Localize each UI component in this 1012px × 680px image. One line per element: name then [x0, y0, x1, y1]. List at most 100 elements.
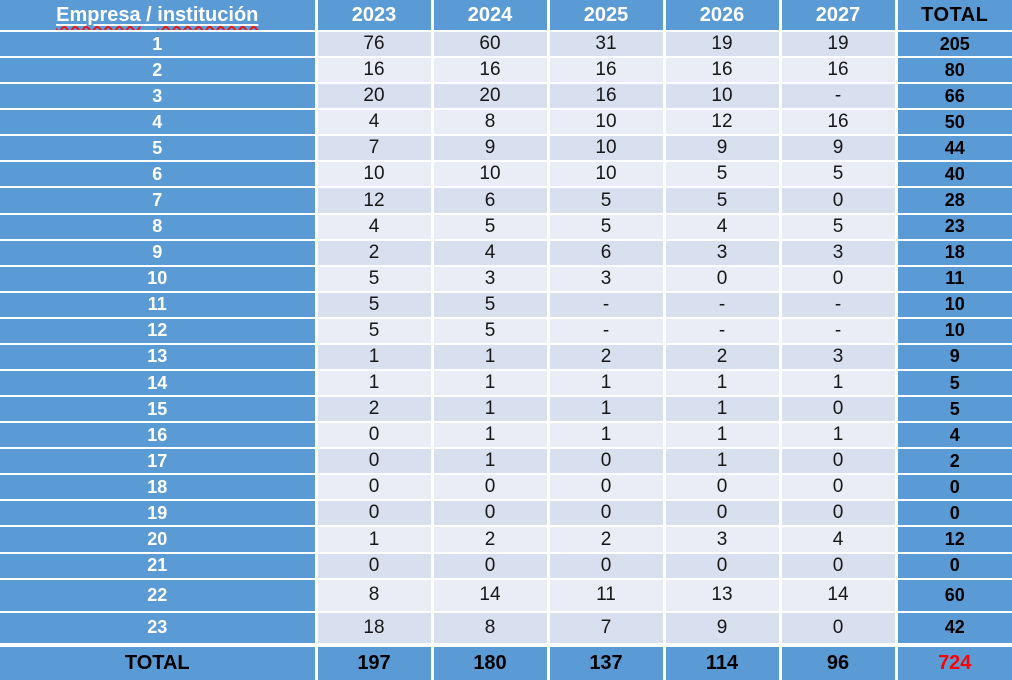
- row-label-cell: 8: [0, 212, 316, 240]
- data-cell-2025: 10: [546, 134, 664, 162]
- empresa-word: Empresa: [56, 3, 141, 26]
- data-cell-2025: 3: [546, 264, 664, 292]
- row-label-cell: 17: [0, 447, 316, 475]
- data-cell-2026: 3: [662, 525, 780, 553]
- data-cell-2025: -: [546, 316, 664, 344]
- data-cell-2025: 6: [546, 238, 664, 266]
- data-cell-2026: 0: [662, 499, 780, 527]
- data-cell-2027: 16: [778, 56, 896, 84]
- data-cell-2024: 8: [430, 610, 548, 645]
- table-row: 11 5 5 - - - 10: [0, 290, 1012, 318]
- table-row: 5 7 9 10 9 9 44: [0, 134, 1012, 162]
- data-cell-2023: 0: [314, 421, 432, 449]
- data-cell-2023: 0: [314, 551, 432, 579]
- data-cell-2024: 0: [430, 473, 548, 501]
- data-cell-2024: 5: [430, 290, 548, 318]
- institucion-word: institución: [157, 3, 259, 26]
- table-row: 20 1 2 2 3 4 12: [0, 525, 1012, 553]
- data-cell-2025: 7: [546, 610, 664, 645]
- table-row: 3 20 20 16 10 - 66: [0, 82, 1012, 110]
- data-cell-2023: 7: [314, 134, 432, 162]
- table-row: 21 0 0 0 0 0 0: [0, 551, 1012, 579]
- data-cell-2023: 2: [314, 238, 432, 266]
- data-cell-2024: 3: [430, 264, 548, 292]
- row-label-cell: 3: [0, 82, 316, 110]
- row-total-cell: 205: [894, 29, 1012, 58]
- data-cell-2025: 2: [546, 342, 664, 371]
- table-row: 12 5 5 - - - 10: [0, 316, 1012, 344]
- data-cell-2026: -: [662, 316, 780, 344]
- header-cell-2027: 2027: [778, 0, 896, 31]
- table-row: 10 5 3 3 0 0 11: [0, 264, 1012, 292]
- data-cell-2026: 13: [662, 577, 780, 612]
- data-cell-2027: 0: [778, 186, 896, 214]
- data-cell-2026: 19: [662, 29, 780, 58]
- data-cell-2027: -: [778, 82, 896, 110]
- data-cell-2026: 2: [662, 342, 780, 371]
- data-cell-2025: 31: [546, 29, 664, 58]
- row-total-cell: 12: [894, 525, 1012, 553]
- row-total-cell: 50: [894, 108, 1012, 136]
- data-cell-2027: 0: [778, 551, 896, 579]
- row-label-cell: 20: [0, 525, 316, 553]
- data-cell-2025: 16: [546, 82, 664, 110]
- table-row: 6 10 10 10 5 5 40: [0, 160, 1012, 188]
- table-row: 1 76 60 31 19 19 205: [0, 29, 1012, 58]
- data-cell-2024: 5: [430, 316, 548, 344]
- data-cell-2026: 0: [662, 551, 780, 579]
- header-cell-2025: 2025: [546, 0, 664, 31]
- data-cell-2023: 0: [314, 473, 432, 501]
- header-cell-2023: 2023: [314, 0, 432, 31]
- row-label-cell: 13: [0, 342, 316, 371]
- data-cell-2023: 2: [314, 395, 432, 423]
- table-row: 4 4 8 10 12 16 50: [0, 108, 1012, 136]
- row-total-cell: 5: [894, 395, 1012, 423]
- footer-total-2027: 96: [778, 643, 896, 680]
- data-cell-2023: 1: [314, 369, 432, 397]
- data-cell-2024: 9: [430, 134, 548, 162]
- data-cell-2027: 5: [778, 160, 896, 188]
- data-cell-2023: 0: [314, 447, 432, 475]
- footer-label: TOTAL: [0, 643, 316, 680]
- data-cell-2024: 10: [430, 160, 548, 188]
- header-cell-2024: 2024: [430, 0, 548, 31]
- row-total-cell: 0: [894, 499, 1012, 527]
- data-cell-2024: 20: [430, 82, 548, 110]
- row-label-cell: 18: [0, 473, 316, 501]
- data-cell-2023: 8: [314, 577, 432, 612]
- row-total-cell: 60: [894, 577, 1012, 612]
- data-cell-2023: 5: [314, 264, 432, 292]
- footer-total-2025: 137: [546, 643, 664, 680]
- data-cell-2023: 1: [314, 525, 432, 553]
- data-cell-2026: 1: [662, 369, 780, 397]
- data-cell-2027: 1: [778, 421, 896, 449]
- row-total-cell: 10: [894, 316, 1012, 344]
- data-cell-2024: 1: [430, 421, 548, 449]
- data-cell-2027: 0: [778, 610, 896, 645]
- row-total-cell: 66: [894, 82, 1012, 110]
- separator-slash: /: [140, 3, 158, 26]
- table-body: 1 76 60 31 19 19 205 2 16 16 16 16 16 80…: [0, 29, 1012, 645]
- data-cell-2026: 0: [662, 473, 780, 501]
- row-total-cell: 23: [894, 212, 1012, 240]
- footer-grand-total: 724: [894, 643, 1012, 680]
- data-cell-2026: 3: [662, 238, 780, 266]
- data-cell-2027: 16: [778, 108, 896, 136]
- row-label-cell: 14: [0, 369, 316, 397]
- data-cell-2027: 0: [778, 447, 896, 475]
- table-row: 7 12 6 5 5 0 28: [0, 186, 1012, 214]
- table-row: 17 0 1 0 1 0 2: [0, 447, 1012, 475]
- data-cell-2024: 8: [430, 108, 548, 136]
- table-row: 22 8 14 11 13 14 60: [0, 577, 1012, 612]
- data-cell-2027: 0: [778, 473, 896, 501]
- data-cell-2026: 0: [662, 264, 780, 292]
- data-cell-2023: 1: [314, 342, 432, 371]
- row-label-cell: 5: [0, 134, 316, 162]
- row-label-cell: 4: [0, 108, 316, 136]
- row-total-cell: 9: [894, 342, 1012, 371]
- table-footer: TOTAL 197 180 137 114 96 724: [0, 643, 1012, 680]
- data-cell-2025: 16: [546, 56, 664, 84]
- table-row: 23 18 8 7 9 0 42: [0, 610, 1012, 645]
- data-cell-2027: 3: [778, 238, 896, 266]
